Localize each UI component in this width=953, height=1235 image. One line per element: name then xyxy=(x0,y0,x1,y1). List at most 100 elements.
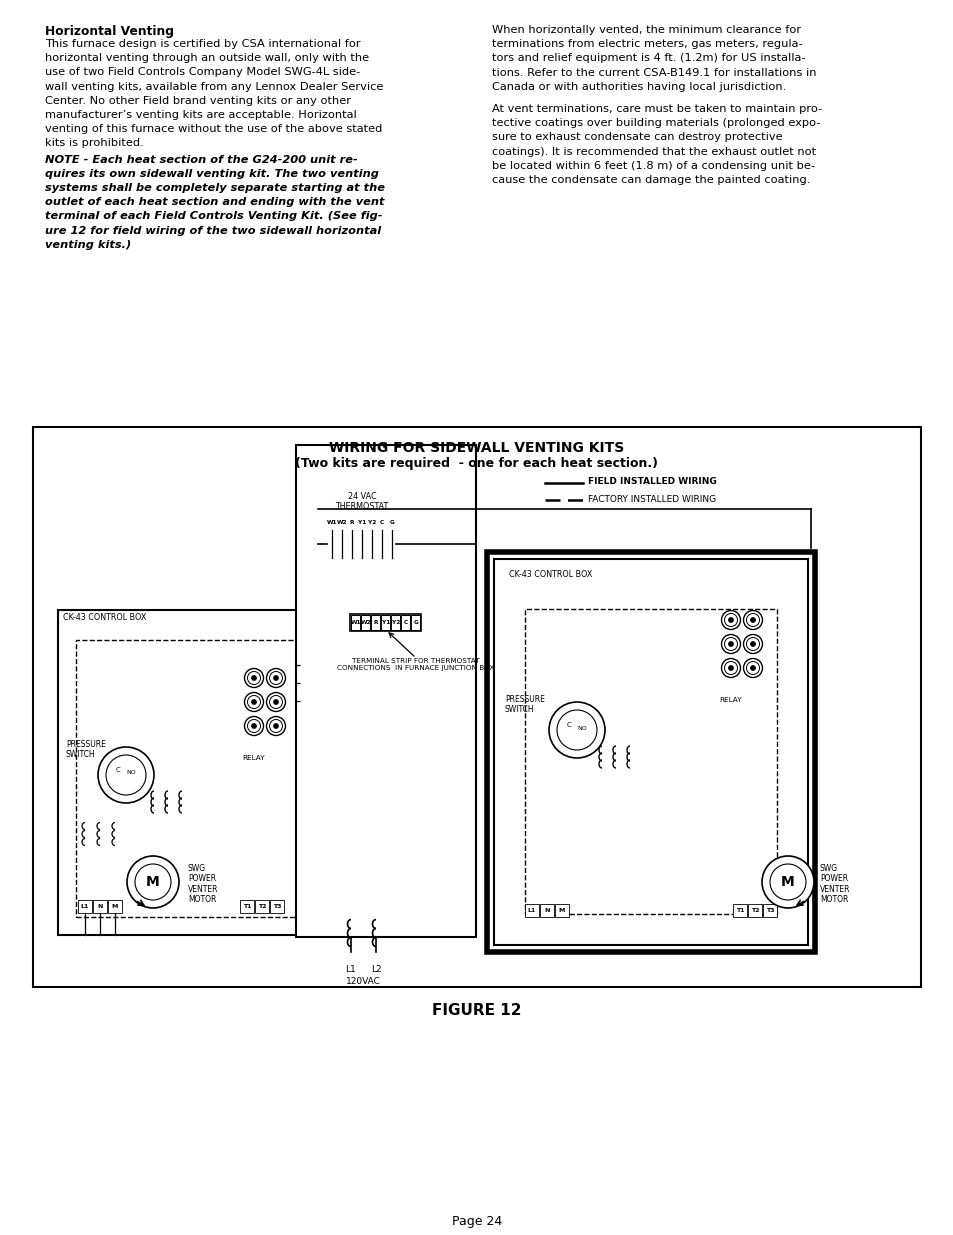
Text: RELAY: RELAY xyxy=(719,697,741,703)
Bar xyxy=(327,515,336,530)
Text: NO: NO xyxy=(577,725,586,730)
Bar xyxy=(367,515,376,530)
Bar xyxy=(337,515,346,530)
Text: C: C xyxy=(379,520,384,525)
Bar xyxy=(391,615,400,630)
Text: N: N xyxy=(97,904,103,909)
Text: PRESSURE
SWITCH: PRESSURE SWITCH xyxy=(504,695,544,714)
Text: G: G xyxy=(389,520,394,525)
Text: W1: W1 xyxy=(326,520,337,525)
Circle shape xyxy=(548,701,604,758)
Bar xyxy=(747,904,761,918)
Text: NOTE - Each heat section of the G24-200 unit re-: NOTE - Each heat section of the G24-200 … xyxy=(45,154,357,164)
Bar xyxy=(411,615,420,630)
Text: M: M xyxy=(781,876,794,889)
Text: SWG
POWER
VENTER
MOTOR: SWG POWER VENTER MOTOR xyxy=(188,864,218,904)
Bar xyxy=(377,515,386,530)
Circle shape xyxy=(728,618,733,622)
Circle shape xyxy=(720,635,740,653)
Circle shape xyxy=(269,672,282,684)
Text: FIGURE 12: FIGURE 12 xyxy=(432,1003,521,1018)
Circle shape xyxy=(750,666,755,671)
Bar xyxy=(555,904,568,918)
Bar xyxy=(254,900,269,913)
Text: This furnace design is certified by CSA international for: This furnace design is certified by CSA … xyxy=(45,40,360,49)
Bar xyxy=(270,900,284,913)
Text: Page 24: Page 24 xyxy=(452,1215,501,1228)
Bar xyxy=(76,640,299,918)
Circle shape xyxy=(135,864,171,900)
Text: R: R xyxy=(350,520,354,525)
Text: be located within 6 feet (1.8 m) of a condensing unit be-: be located within 6 feet (1.8 m) of a co… xyxy=(492,161,814,170)
Text: sure to exhaust condensate can destroy protective: sure to exhaust condensate can destroy p… xyxy=(492,132,781,142)
Text: 24 VAC
THERMOSTAT: 24 VAC THERMOSTAT xyxy=(335,492,388,511)
Circle shape xyxy=(769,864,805,900)
Circle shape xyxy=(742,658,761,678)
Circle shape xyxy=(742,610,761,630)
Bar xyxy=(295,445,476,937)
Text: coatings). It is recommended that the exhaust outlet not: coatings). It is recommended that the ex… xyxy=(492,147,815,157)
Circle shape xyxy=(720,658,740,678)
Circle shape xyxy=(266,716,285,736)
Text: manufacturer’s venting kits are acceptable. Horizontal: manufacturer’s venting kits are acceptab… xyxy=(45,110,356,120)
Text: outlet of each heat section and ending with the vent: outlet of each heat section and ending w… xyxy=(45,198,384,207)
Text: L2: L2 xyxy=(371,965,381,974)
Text: M: M xyxy=(112,904,118,909)
Text: FIELD INSTALLED WIRING: FIELD INSTALLED WIRING xyxy=(587,478,716,487)
Circle shape xyxy=(728,666,733,671)
Text: horizontal venting through an outside wall, only with the: horizontal venting through an outside wa… xyxy=(45,53,369,63)
Circle shape xyxy=(761,856,813,908)
Text: RELAY: RELAY xyxy=(242,755,265,761)
Text: tors and relief equipment is 4 ft. (1.2m) for US installa-: tors and relief equipment is 4 ft. (1.2m… xyxy=(492,53,804,63)
Bar xyxy=(33,427,920,987)
Bar xyxy=(351,615,360,630)
Circle shape xyxy=(745,614,759,626)
Circle shape xyxy=(252,676,256,680)
Text: venting of this furnace without the use of the above stated: venting of this furnace without the use … xyxy=(45,125,382,135)
Bar xyxy=(494,559,807,945)
Bar xyxy=(762,904,776,918)
Text: cause the condensate can damage the painted coating.: cause the condensate can damage the pain… xyxy=(492,175,809,185)
Bar xyxy=(381,615,390,630)
Bar xyxy=(361,615,370,630)
Text: C: C xyxy=(403,620,408,625)
Circle shape xyxy=(266,693,285,711)
Circle shape xyxy=(723,637,737,651)
Text: (Two kits are required  - one for each heat section.): (Two kits are required - one for each he… xyxy=(295,457,658,471)
Text: FACTORY INSTALLED WIRING: FACTORY INSTALLED WIRING xyxy=(587,494,716,504)
Text: C: C xyxy=(566,722,571,727)
Text: W2: W2 xyxy=(360,620,371,625)
Text: Center. No other Field brand venting kits or any other: Center. No other Field brand venting kit… xyxy=(45,96,351,106)
Text: Horizontal Venting: Horizontal Venting xyxy=(45,25,173,38)
Text: tions. Refer to the current CSA-B149.1 for installations in: tions. Refer to the current CSA-B149.1 f… xyxy=(492,68,816,78)
Circle shape xyxy=(745,662,759,674)
Bar xyxy=(486,552,814,952)
Text: use of two Field Controls Company Model SWG-4L side-: use of two Field Controls Company Model … xyxy=(45,68,360,78)
Text: TERMINAL STRIP FOR THERMOSTAT
CONNECTIONS  IN FURNACE JUNCTION BOX: TERMINAL STRIP FOR THERMOSTAT CONNECTION… xyxy=(337,658,494,671)
Text: T3: T3 xyxy=(765,908,774,913)
Circle shape xyxy=(720,610,740,630)
Text: W1: W1 xyxy=(351,620,361,625)
Text: W2: W2 xyxy=(336,520,347,525)
Text: SWG
POWER
VENTER
MOTOR: SWG POWER VENTER MOTOR xyxy=(820,864,850,904)
Text: PRESSURE
SWITCH: PRESSURE SWITCH xyxy=(66,740,106,760)
Text: R: R xyxy=(374,620,377,625)
Text: ure 12 for field wiring of the two sidewall horizontal: ure 12 for field wiring of the two sidew… xyxy=(45,226,381,236)
Text: L1: L1 xyxy=(527,908,536,913)
Circle shape xyxy=(750,641,755,646)
Bar xyxy=(240,900,253,913)
Text: terminations from electric meters, gas meters, regula-: terminations from electric meters, gas m… xyxy=(492,40,801,49)
Circle shape xyxy=(247,695,260,709)
Bar xyxy=(401,615,410,630)
Circle shape xyxy=(244,716,263,736)
Text: M: M xyxy=(146,876,160,889)
Circle shape xyxy=(557,710,597,750)
Circle shape xyxy=(745,637,759,651)
Text: When horizontally vented, the minimum clearance for: When horizontally vented, the minimum cl… xyxy=(492,25,801,35)
Bar xyxy=(350,614,421,631)
Text: tective coatings over building materials (prolonged expo-: tective coatings over building materials… xyxy=(492,119,820,128)
Bar xyxy=(58,610,317,935)
Text: L1: L1 xyxy=(345,965,356,974)
Text: G: G xyxy=(414,620,418,625)
Circle shape xyxy=(750,618,755,622)
